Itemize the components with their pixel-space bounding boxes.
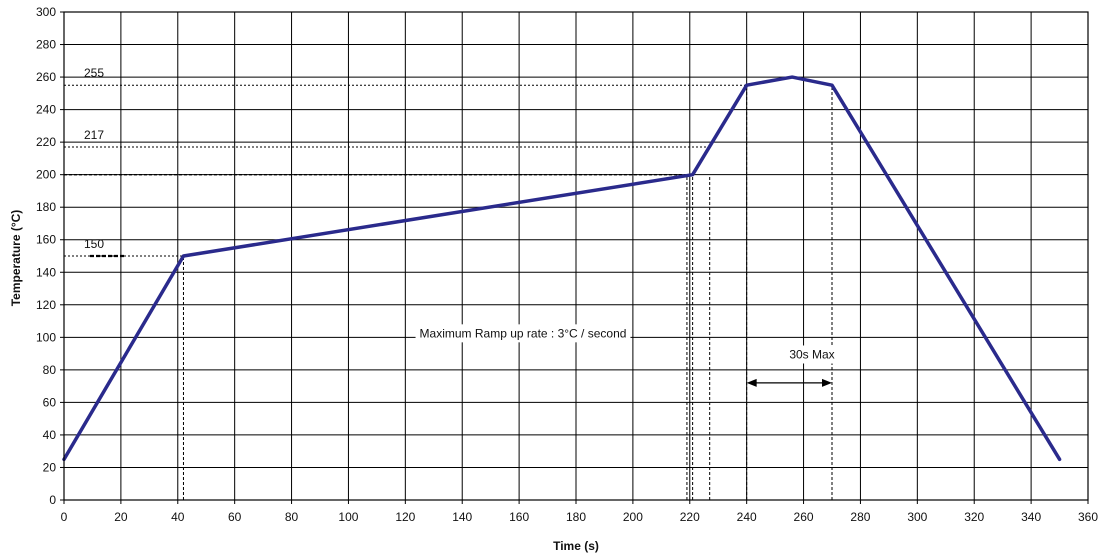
annotation-background <box>415 324 631 343</box>
y-tick-label: 240 <box>36 103 56 117</box>
x-tick-label: 40 <box>171 510 185 524</box>
x-tick-label: 180 <box>566 510 586 524</box>
x-tick-label: 220 <box>680 510 700 524</box>
y-tick-label: 220 <box>36 135 56 149</box>
ramp-rate-annotation: Maximum Ramp up rate : 3°C / second <box>420 326 627 340</box>
x-tick-label: 260 <box>794 510 814 524</box>
y-tick-label: 140 <box>36 265 56 279</box>
reference-line-label: 217 <box>84 128 104 142</box>
tick-labels: 0 20 40 60 80 100 120 140 160 180 200 220 240 260 280 3… <box>36 5 1098 524</box>
y-tick-label: 200 <box>36 168 56 182</box>
y-axis-label: Temperature (°C) <box>9 210 23 307</box>
x-tick-label: 0 <box>61 510 68 524</box>
y-tick-label: 60 <box>43 395 57 409</box>
y-tick-label: 40 <box>43 428 57 442</box>
span-arrow-head-left <box>746 378 757 387</box>
plot-frame <box>63 11 1089 501</box>
temperature-profile-line <box>62 75 1062 462</box>
x-tick-label: 320 <box>964 510 984 524</box>
x-tick-label: 160 <box>509 510 529 524</box>
y-tick-label: 280 <box>36 38 56 52</box>
y-tick-label: 180 <box>36 200 56 214</box>
annotation-background <box>785 345 839 364</box>
x-tick-label: 200 <box>623 510 643 524</box>
reference-line-label: 150 <box>84 237 104 251</box>
x-tick-label: 80 <box>285 510 299 524</box>
y-tick-label: 100 <box>36 330 56 344</box>
y-tick-label: 20 <box>43 460 57 474</box>
span-arrow-head-right <box>822 378 832 387</box>
time-limit-annotation: 30s Max <box>789 347 834 361</box>
reference-lines: 255 217 150 <box>64 66 833 500</box>
y-tick-label: 300 <box>36 5 56 19</box>
axes <box>60 11 1089 504</box>
x-tick-label: 240 <box>737 510 757 524</box>
annotations: Maximum Ramp up rate : 3°C / second 30s M… <box>415 324 839 387</box>
x-tick-label: 20 <box>114 510 128 524</box>
x-axis-label: Time (s) <box>553 539 599 553</box>
x-tick-label: 60 <box>228 510 242 524</box>
x-tick-label: 120 <box>395 510 415 524</box>
y-tick-label: 80 <box>43 363 57 377</box>
x-tick-label: 140 <box>452 510 472 524</box>
series <box>62 75 1062 462</box>
y-tick-label: 260 <box>36 70 56 84</box>
x-tick-label: 280 <box>850 510 870 524</box>
x-tick-label: 360 <box>1078 510 1098 524</box>
x-tick-label: 300 <box>907 510 927 524</box>
y-tick-label: 120 <box>36 298 56 312</box>
x-tick-label: 100 <box>338 510 358 524</box>
reference-line-label: 255 <box>84 66 104 80</box>
y-tick-label: 0 <box>49 493 56 507</box>
y-tick-label: 160 <box>36 233 56 247</box>
x-tick-label: 340 <box>1021 510 1041 524</box>
